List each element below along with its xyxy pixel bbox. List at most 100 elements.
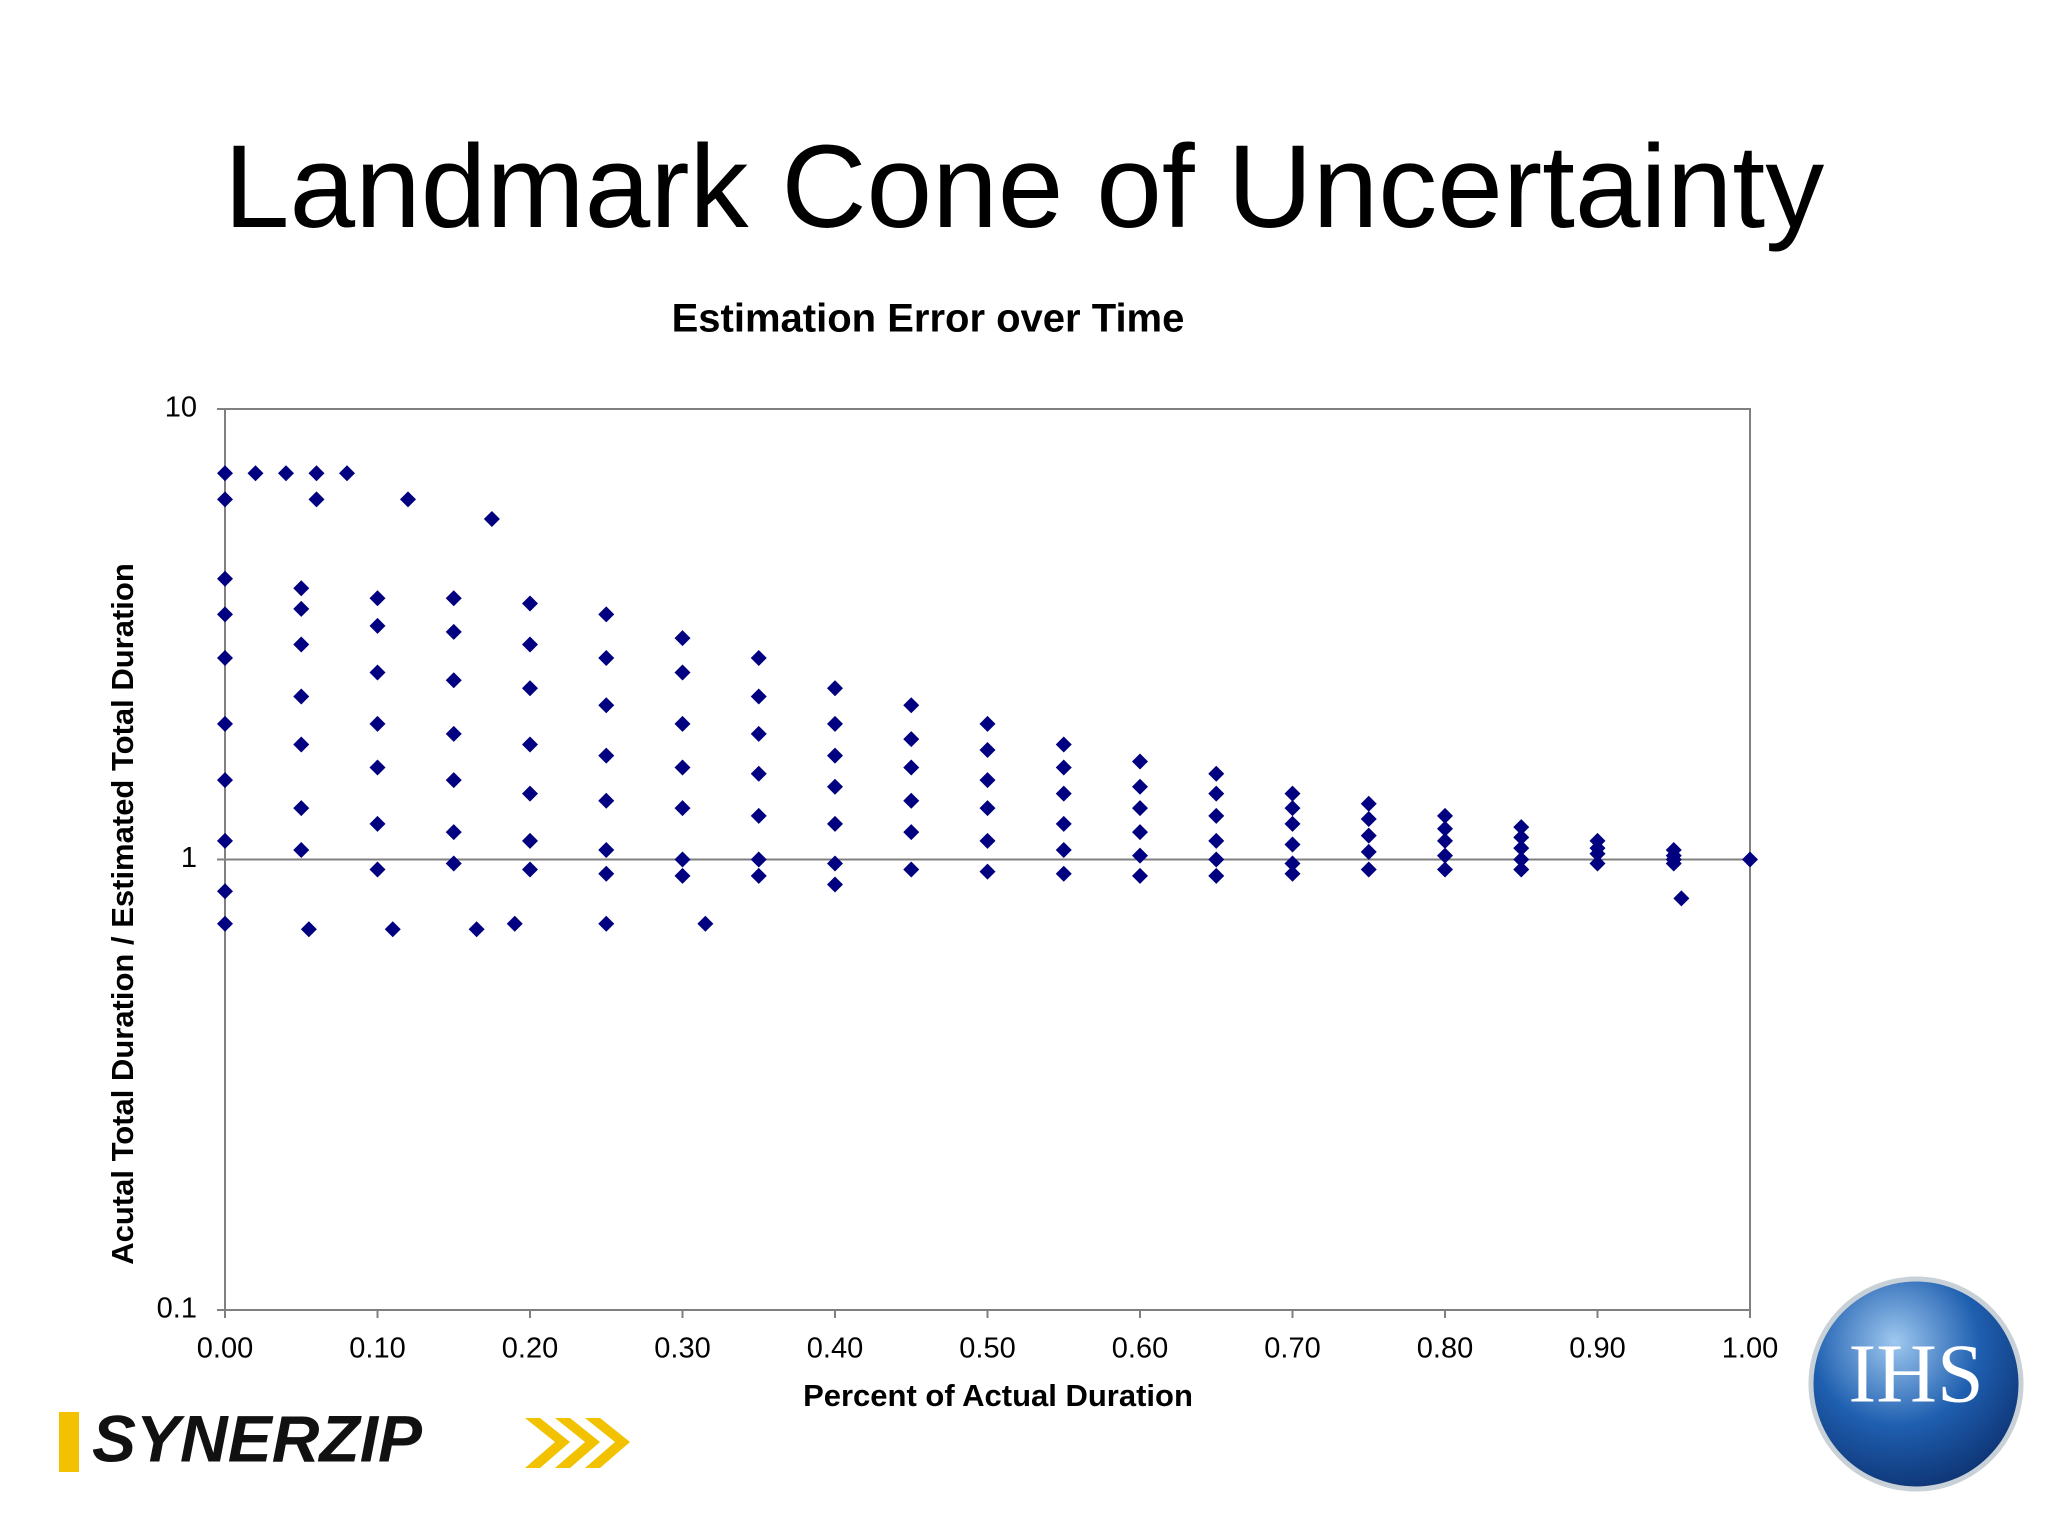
data-point bbox=[369, 815, 386, 832]
data-point bbox=[827, 778, 843, 795]
data-point bbox=[598, 865, 615, 882]
data-point bbox=[308, 491, 325, 508]
data-point bbox=[1132, 800, 1148, 817]
data-point bbox=[1360, 810, 1377, 827]
logo-text: SYNERZIP bbox=[92, 1401, 423, 1475]
x-tick-label: 0.70 bbox=[1264, 1333, 1320, 1365]
data-point bbox=[674, 867, 691, 884]
data-point bbox=[369, 715, 386, 732]
data-point bbox=[445, 672, 462, 689]
data-point bbox=[445, 855, 462, 872]
data-point bbox=[522, 861, 538, 878]
data-point bbox=[750, 765, 767, 782]
data-point bbox=[979, 863, 996, 880]
data-point bbox=[674, 715, 691, 732]
data-point bbox=[247, 465, 264, 482]
data-point bbox=[750, 807, 767, 824]
data-point bbox=[750, 725, 767, 742]
data-point bbox=[903, 861, 920, 878]
x-tick-label: 0.20 bbox=[502, 1333, 558, 1365]
x-tick-label: 0.50 bbox=[959, 1333, 1015, 1365]
data-point bbox=[1132, 867, 1148, 884]
logo-bar bbox=[59, 1412, 79, 1472]
data-point bbox=[827, 876, 843, 893]
data-point bbox=[1208, 807, 1225, 824]
data-point bbox=[674, 630, 691, 647]
data-point bbox=[369, 664, 386, 681]
data-point bbox=[1513, 861, 1530, 878]
data-point bbox=[217, 606, 233, 623]
data-point bbox=[1284, 865, 1301, 882]
data-point bbox=[522, 680, 538, 697]
x-tick-label: 0.30 bbox=[654, 1333, 710, 1365]
data-point bbox=[384, 921, 401, 938]
data-point bbox=[217, 915, 233, 932]
data-point bbox=[217, 883, 233, 900]
data-point bbox=[674, 759, 691, 776]
data-point bbox=[483, 510, 500, 527]
data-point bbox=[1665, 855, 1682, 872]
data-point bbox=[1132, 753, 1148, 770]
data-point bbox=[1055, 736, 1072, 753]
data-point bbox=[293, 636, 310, 653]
data-point bbox=[293, 580, 310, 597]
data-point bbox=[278, 465, 294, 482]
data-point bbox=[1513, 829, 1530, 846]
data-point bbox=[903, 792, 920, 809]
data-point bbox=[217, 715, 233, 732]
data-point bbox=[1284, 815, 1301, 832]
data-point bbox=[1284, 800, 1301, 817]
data-point bbox=[674, 800, 691, 817]
data-point bbox=[1208, 785, 1225, 802]
data-point bbox=[217, 832, 233, 849]
data-point bbox=[293, 600, 310, 617]
data-point bbox=[293, 688, 310, 705]
data-point bbox=[1437, 847, 1453, 864]
data-point bbox=[1208, 867, 1225, 884]
data-point bbox=[598, 841, 615, 858]
data-point bbox=[217, 772, 233, 789]
data-point bbox=[293, 800, 310, 817]
data-point bbox=[979, 742, 996, 759]
data-point bbox=[598, 650, 615, 667]
logo-chevrons bbox=[525, 1418, 630, 1468]
x-tick-label: 0.80 bbox=[1417, 1333, 1473, 1365]
data-point bbox=[522, 736, 538, 753]
x-tick-label: 0.60 bbox=[1112, 1333, 1168, 1365]
x-tick-label: 0.90 bbox=[1569, 1333, 1625, 1365]
data-point bbox=[445, 590, 462, 607]
data-point bbox=[903, 731, 920, 748]
data-point bbox=[468, 921, 485, 938]
data-point bbox=[1437, 861, 1453, 878]
data-point bbox=[903, 759, 920, 776]
data-point bbox=[300, 921, 317, 938]
data-point bbox=[1360, 843, 1377, 860]
data-point bbox=[1513, 819, 1530, 836]
data-point bbox=[979, 772, 996, 789]
data-point bbox=[522, 636, 538, 653]
data-point bbox=[1284, 785, 1301, 802]
x-axis-label: Percent of Actual Duration bbox=[803, 1378, 1193, 1413]
data-point bbox=[674, 851, 691, 868]
data-point bbox=[1055, 759, 1072, 776]
data-point bbox=[1055, 841, 1072, 858]
data-point bbox=[1437, 820, 1453, 837]
data-point bbox=[697, 915, 714, 932]
data-point bbox=[293, 736, 310, 753]
data-point bbox=[979, 715, 996, 732]
data-point bbox=[293, 841, 310, 858]
y-tick-label: 10 bbox=[165, 392, 197, 424]
data-point bbox=[827, 747, 843, 764]
data-point bbox=[1513, 851, 1530, 868]
data-point bbox=[1437, 807, 1453, 824]
plot-area: 0.1 1 10 0.00 0.10 0.20 0.30 0.40 0.50 0.60 0.70 0.… bbox=[157, 392, 1779, 1365]
data-point bbox=[598, 792, 615, 809]
data-point bbox=[598, 915, 615, 932]
data-point bbox=[445, 623, 462, 640]
data-point bbox=[1673, 890, 1690, 907]
data-point bbox=[827, 855, 843, 872]
data-point bbox=[979, 832, 996, 849]
data-point bbox=[522, 595, 538, 612]
data-point bbox=[1360, 861, 1377, 878]
